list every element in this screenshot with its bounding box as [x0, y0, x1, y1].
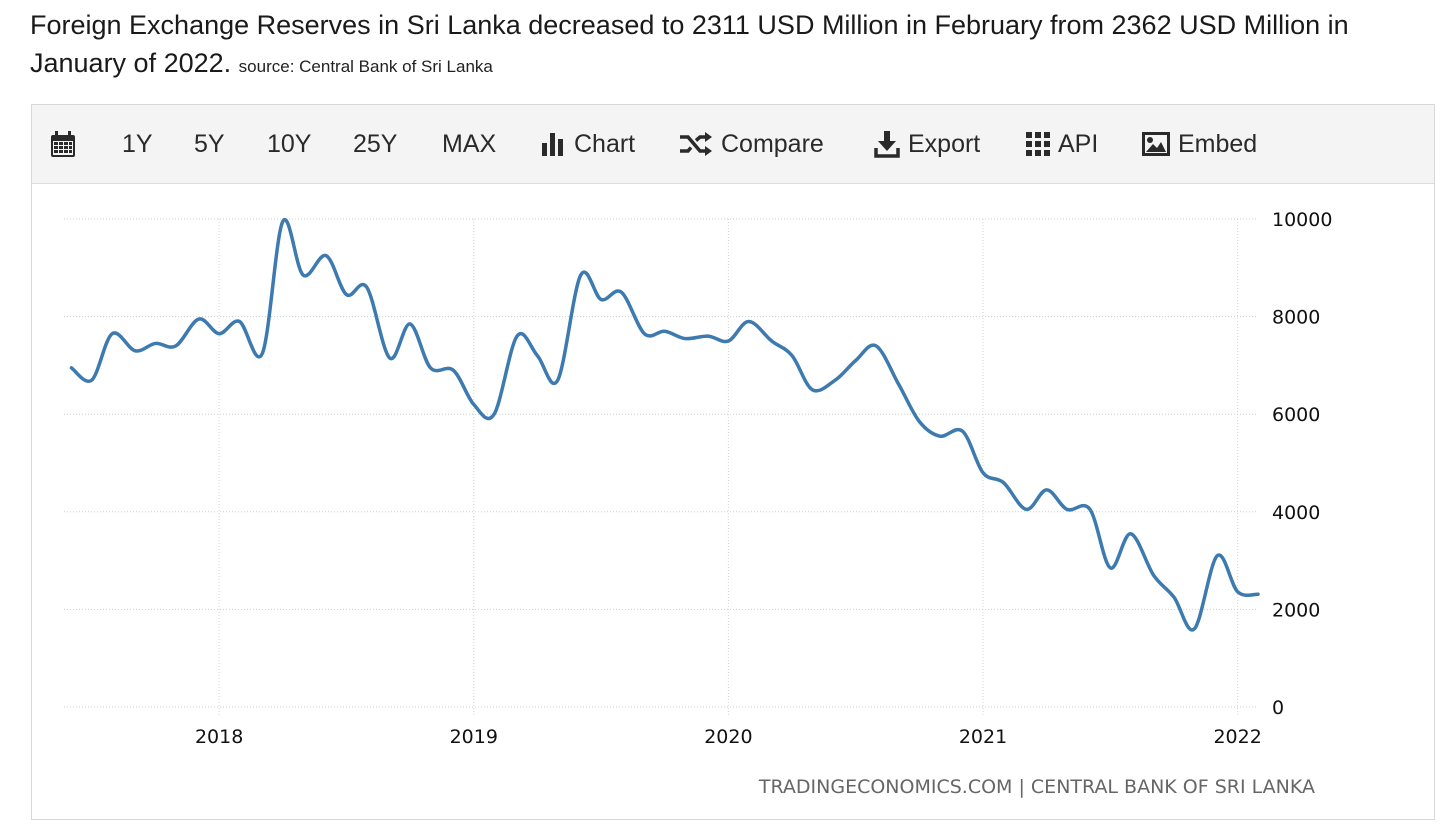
y-tick-labels: 0 2000 4000 6000 8000 10000: [1272, 209, 1332, 719]
x-tick-label: 2021: [959, 726, 1007, 748]
grid-lines: [64, 218, 1258, 715]
chart-panel: 1Y 5Y 10Y 25Y MAX Chart: [31, 104, 1435, 820]
y-tick-label: 8000: [1272, 307, 1320, 329]
calendar-icon: [50, 130, 76, 158]
api-button[interactable]: API: [1026, 105, 1098, 183]
api-button-label: API: [1058, 129, 1099, 158]
y-tick-label: 4000: [1272, 502, 1320, 524]
range-10y-button[interactable]: 10Y: [267, 129, 312, 158]
series-line: [69, 217, 1260, 632]
bar-chart-icon: [540, 131, 566, 157]
calendar-button[interactable]: [50, 105, 84, 183]
export-button[interactable]: Export: [874, 105, 980, 183]
y-tick-label: 2000: [1272, 599, 1320, 621]
x-tick-label: 2020: [704, 726, 752, 748]
y-tick-label: 0: [1272, 697, 1284, 719]
range-25y-button[interactable]: 25Y: [353, 129, 398, 158]
chart-credit: TRADINGECONOMICS.COM | CENTRAL BANK OF S…: [758, 776, 1315, 798]
image-icon: [1142, 132, 1170, 156]
toolbar: 1Y 5Y 10Y 25Y MAX Chart: [32, 105, 1434, 184]
range-5y-button[interactable]: 5Y: [194, 129, 225, 158]
headline: Foreign Exchange Reserves in Sri Lanka d…: [30, 6, 1450, 86]
compare-button-label: Compare: [721, 129, 824, 158]
grid-icon: [1026, 132, 1050, 156]
range-max-button[interactable]: MAX: [442, 129, 497, 158]
range-1y-button[interactable]: 1Y: [122, 129, 153, 158]
embed-button[interactable]: Embed: [1142, 105, 1257, 183]
shuffle-icon: [679, 131, 713, 157]
export-button-label: Export: [908, 129, 981, 158]
x-tick-label: 2018: [195, 726, 243, 748]
embed-button-label: Embed: [1178, 129, 1258, 158]
chart-button-label: Chart: [574, 129, 636, 158]
y-tick-label: 6000: [1272, 404, 1320, 426]
headline-source: source: Central Bank of Sri Lanka: [238, 57, 493, 76]
x-tick-label: 2022: [1213, 726, 1261, 748]
x-tick-label: 2019: [450, 726, 498, 748]
chart-button[interactable]: Chart: [540, 105, 635, 183]
download-icon: [874, 130, 900, 158]
compare-button[interactable]: Compare: [679, 105, 824, 183]
x-tick-labels: 2018 2019 2020 2021 2022: [195, 726, 1262, 748]
y-tick-label: 10000: [1272, 209, 1332, 231]
headline-text: Foreign Exchange Reserves in Sri Lanka d…: [30, 10, 1349, 78]
